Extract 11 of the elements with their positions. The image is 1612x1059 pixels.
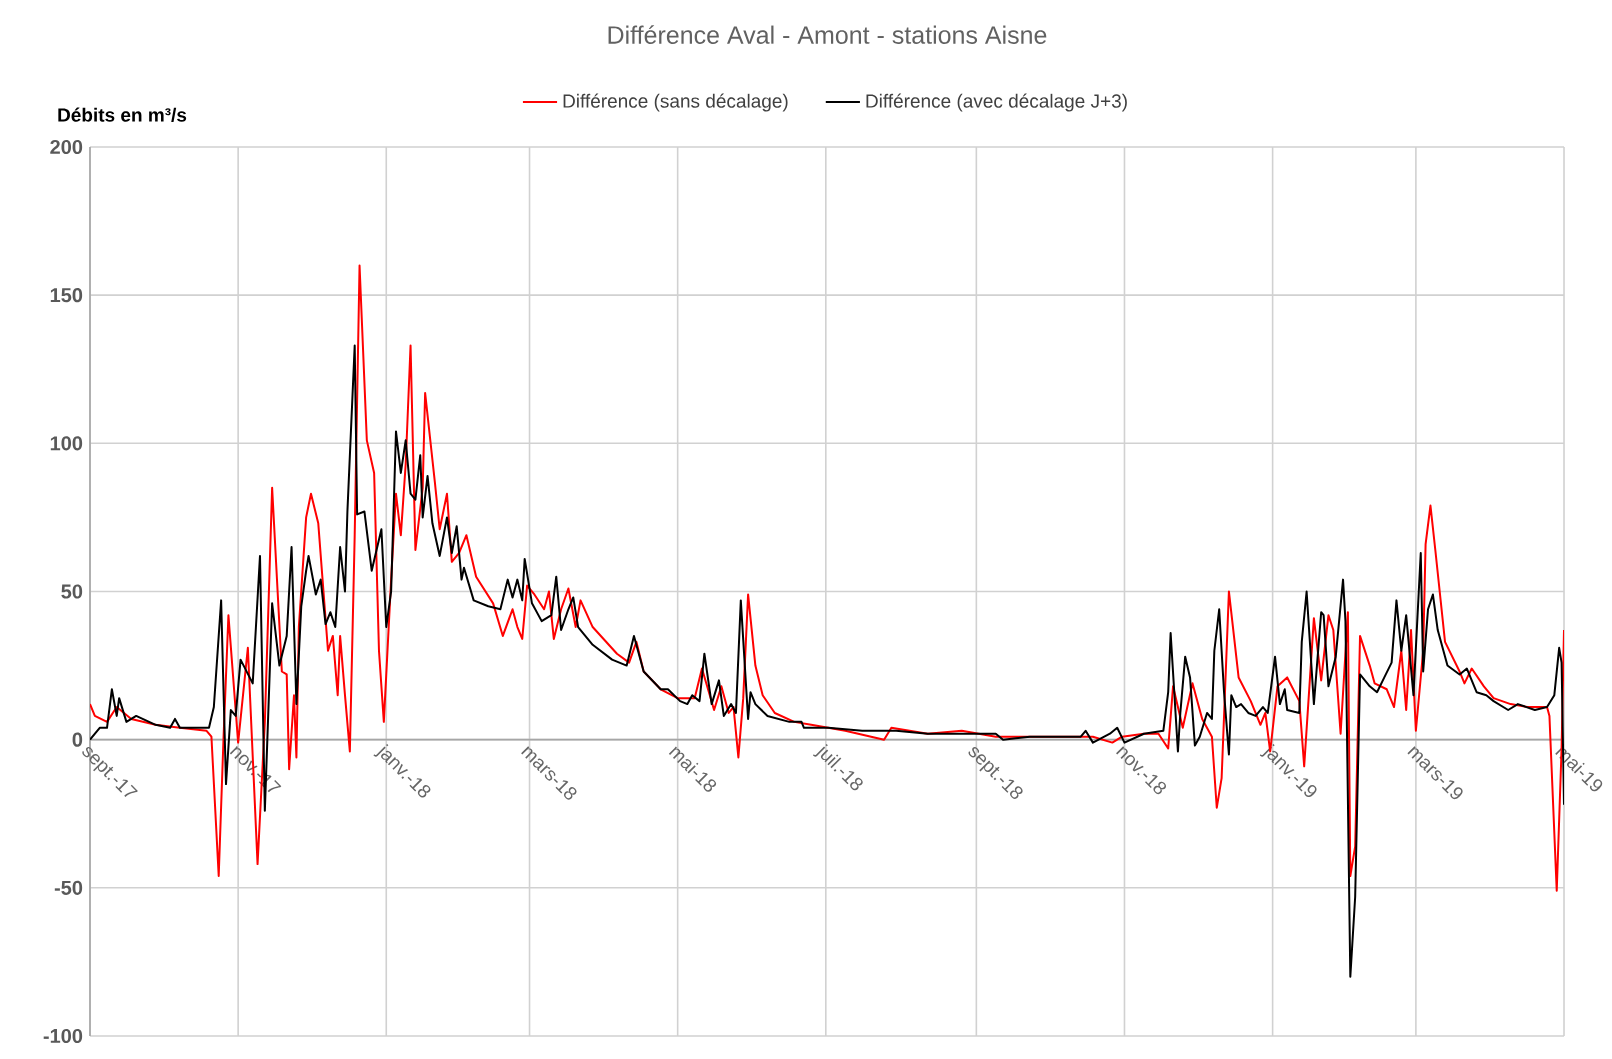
y-tick-label: 200 [50,139,83,155]
y-tick-label: 50 [61,584,83,599]
y-tick-label: 100 [50,436,83,451]
legend-label: Différence (sans décalage) [563,93,788,112]
y-tick-label: 150 [50,288,83,303]
chart-title: Différence Aval - Amont - stations Aisne [608,25,1047,44]
y-tick-label: 0 [72,732,83,747]
y-axis-title: Débits en m³/s [58,107,187,122]
y-tick-label: -50 [54,880,83,895]
y-tick-label: -100 [43,1028,83,1044]
legend-label: Différence (avec décalage J+3) [866,93,1127,112]
